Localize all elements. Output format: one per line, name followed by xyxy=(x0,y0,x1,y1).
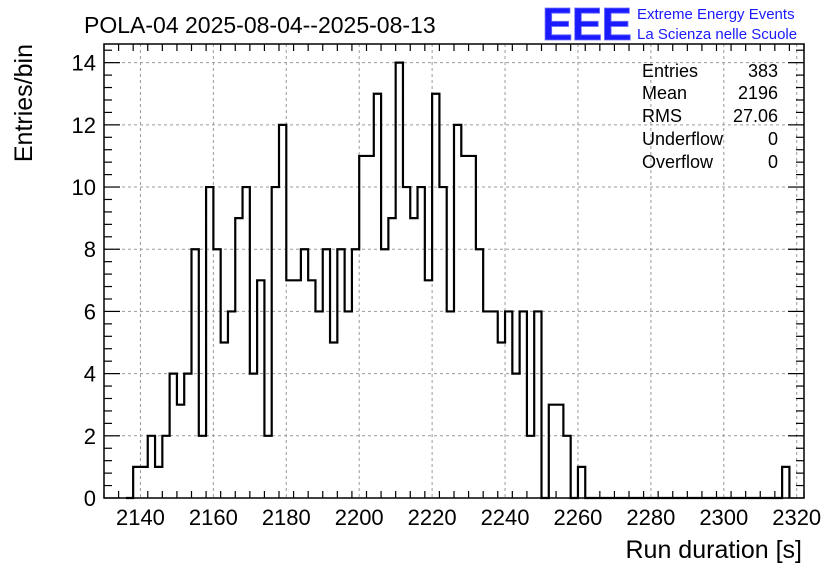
stats-label-entries: Entries xyxy=(642,61,698,81)
y-tick-label: 0 xyxy=(84,486,96,511)
eee-logo-mark: EEE xyxy=(542,0,631,50)
stats-value-overflow: 0 xyxy=(768,152,778,172)
stats-label-underflow: Underflow xyxy=(642,129,724,149)
x-tick-label: 2260 xyxy=(553,505,602,530)
histogram-series-outline xyxy=(125,61,791,500)
stats-value-entries: 383 xyxy=(748,61,778,81)
eee-logo-line2: La Scienza nelle Scuole xyxy=(637,26,797,43)
chart-title: POLA-04 2025-08-04--2025-08-13 xyxy=(84,12,436,38)
stats-label-rms: RMS xyxy=(642,106,682,126)
stats-value-underflow: 0 xyxy=(768,129,778,149)
y-axis-title: Entries/bin xyxy=(10,44,38,162)
x-tick-label: 2280 xyxy=(626,505,675,530)
x-tick-label: 2140 xyxy=(116,505,165,530)
y-tick-label: 12 xyxy=(72,113,96,138)
x-axis-title: Run duration [s] xyxy=(626,536,803,564)
stats-box: Entries 383 Mean 2196 RMS 27.06 Underflo… xyxy=(642,61,778,172)
y-tick-label: 2 xyxy=(84,424,96,449)
y-tick-label: 8 xyxy=(84,237,96,262)
axis-ticks xyxy=(103,44,805,499)
x-tick-label: 2300 xyxy=(699,505,748,530)
y-tick-label: 10 xyxy=(72,175,96,200)
y-tick-label: 4 xyxy=(84,362,96,387)
eee-logo: EEE Extreme Energy Events La Scienza nel… xyxy=(542,0,798,50)
y-tick-labels: 0 2 4 6 8 10 12 14 xyxy=(72,51,96,511)
x-tick-label: 2240 xyxy=(481,505,530,530)
x-tick-labels: 2140 2160 2180 2200 2220 2240 2260 2280 2300 2320 xyxy=(116,505,821,530)
x-tick-label: 2320 xyxy=(772,505,821,530)
y-tick-label: 6 xyxy=(84,299,96,324)
x-tick-label: 2160 xyxy=(189,505,238,530)
stats-label-mean: Mean xyxy=(642,83,687,103)
stats-value-mean: 2196 xyxy=(738,83,778,103)
stats-label-overflow: Overflow xyxy=(642,152,714,172)
x-tick-label: 2180 xyxy=(262,505,311,530)
x-tick-label: 2200 xyxy=(335,505,384,530)
y-tick-label: 14 xyxy=(72,51,96,76)
stats-value-rms: 27.06 xyxy=(733,106,778,126)
eee-logo-line1: Extreme Energy Events xyxy=(637,6,795,23)
x-tick-label: 2220 xyxy=(408,505,457,530)
